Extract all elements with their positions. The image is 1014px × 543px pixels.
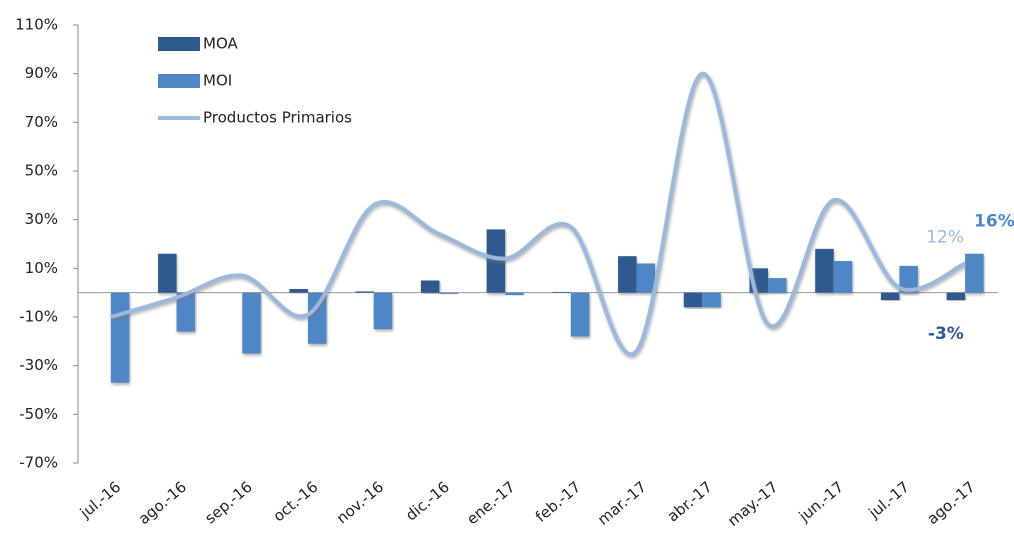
x-tick-label: dic.-16 [402, 478, 453, 525]
bar [965, 253, 984, 293]
bar [880, 292, 900, 300]
y-tick-label: 90% [25, 64, 58, 82]
bar [899, 265, 918, 293]
legend-label: MOA [203, 35, 238, 53]
y-tick-label: -70% [19, 454, 58, 472]
x-tick-label: abr.-17 [664, 478, 716, 526]
data-label: 12% [926, 227, 964, 247]
bar [833, 261, 853, 293]
y-tick-label: -50% [19, 405, 58, 423]
bar [176, 292, 196, 332]
x-tick-label: jul.-16 [76, 478, 124, 523]
y-tick-label: 110% [15, 16, 58, 34]
bar [636, 263, 656, 293]
bar [815, 248, 834, 293]
bar [355, 291, 374, 293]
bar [702, 292, 721, 308]
legend-label: Productos Primarios [203, 109, 352, 127]
legend-swatch [158, 74, 200, 88]
bar [486, 229, 506, 293]
bar [505, 292, 524, 296]
x-tick-label: feb.-17 [532, 478, 584, 526]
bar [618, 256, 637, 293]
x-tick-label: mar.-17 [594, 478, 650, 529]
bar [308, 292, 327, 344]
bar [158, 253, 177, 293]
data-label: -3% [928, 324, 964, 344]
legend-swatch [158, 37, 200, 51]
x-tick-label: jun.-17 [795, 478, 848, 526]
bar [683, 292, 703, 308]
bar [420, 280, 440, 293]
y-tick-label: -10% [19, 308, 58, 326]
y-tick-label: 10% [25, 259, 58, 277]
x-tick-label: ago.-17 [923, 478, 978, 528]
bar [439, 292, 458, 294]
y-tick-label: 50% [25, 162, 58, 180]
bar [242, 292, 261, 354]
x-tick-label: ene.-17 [463, 478, 518, 529]
y-tick-label: 70% [25, 113, 58, 131]
bar [552, 291, 571, 293]
bar [289, 289, 308, 293]
legend-label: MOI [203, 72, 232, 90]
y-tick-label: -30% [19, 356, 58, 374]
x-tick-label: ago.-16 [135, 478, 190, 528]
x-tick-label: jul.-17 [864, 478, 912, 523]
x-tick-label: oct.-16 [270, 478, 322, 526]
line [110, 71, 967, 357]
bar [373, 292, 393, 330]
bar [570, 292, 590, 337]
bar [768, 278, 787, 293]
bar [110, 292, 130, 383]
data-label: 16% [974, 212, 1014, 232]
x-tick-label: sep.-16 [201, 478, 255, 528]
bar [946, 292, 966, 300]
y-tick-label: 30% [25, 210, 58, 228]
x-tick-label: nov.-16 [333, 478, 387, 528]
x-tick-label: may.-17 [724, 478, 781, 530]
